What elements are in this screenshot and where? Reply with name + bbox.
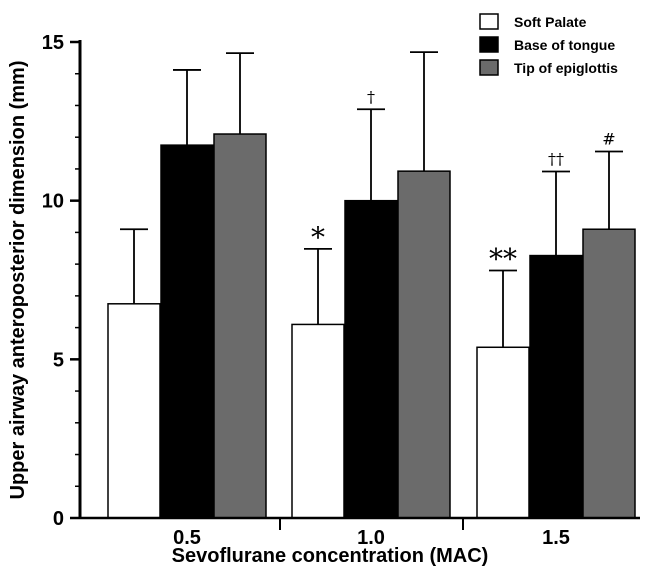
- bar-2-0: [213, 133, 267, 519]
- bar-0-2: [476, 346, 530, 519]
- y-tick-label: 5: [53, 349, 64, 371]
- x-tick-label: 1.0: [357, 527, 385, 549]
- x-axis-title: Sevoflurane concentration (MAC): [172, 545, 489, 567]
- legend: Soft Palate Base of tongue Tip of epiglott…: [479, 13, 618, 76]
- significance-mark: #: [602, 129, 615, 148]
- bar-0-0: [107, 303, 161, 519]
- bar-2-2: [582, 228, 636, 519]
- bar-2-1: [397, 170, 451, 519]
- x-tick-label: 1.5: [542, 527, 570, 549]
- y-tick-label: 0: [53, 508, 64, 530]
- y-ticks-layer: 0 5 10 15: [42, 32, 80, 530]
- bar-1-1: [344, 199, 398, 519]
- x-tick-label: 0.5: [173, 527, 201, 549]
- annotations-layer: * † ** †† #: [311, 87, 616, 275]
- y-tick-label: 15: [42, 32, 64, 54]
- significance-mark: **: [489, 242, 517, 275]
- significance-mark: †: [367, 87, 375, 106]
- legend-label: Soft Palate: [514, 14, 587, 30]
- legend-swatch: [479, 36, 499, 53]
- bar-1-0: [160, 144, 214, 519]
- y-axis-title: Upper airway anteroposterior dimension (…: [7, 61, 29, 500]
- bar-0-1: [291, 323, 345, 519]
- legend-swatch: [479, 13, 499, 30]
- bar-1-2: [529, 254, 583, 519]
- significance-mark: ††: [548, 149, 564, 168]
- error-bars-layer: [120, 51, 623, 348]
- legend-label: Tip of epiglottis: [514, 60, 618, 76]
- legend-swatch: [479, 59, 499, 76]
- legend-label: Base of tongue: [514, 37, 615, 53]
- axes-layer: [78, 40, 640, 520]
- y-tick-label: 10: [42, 191, 64, 213]
- significance-mark: *: [311, 221, 325, 254]
- x-ticks-layer: 0.5 1.0 1.5: [173, 518, 570, 549]
